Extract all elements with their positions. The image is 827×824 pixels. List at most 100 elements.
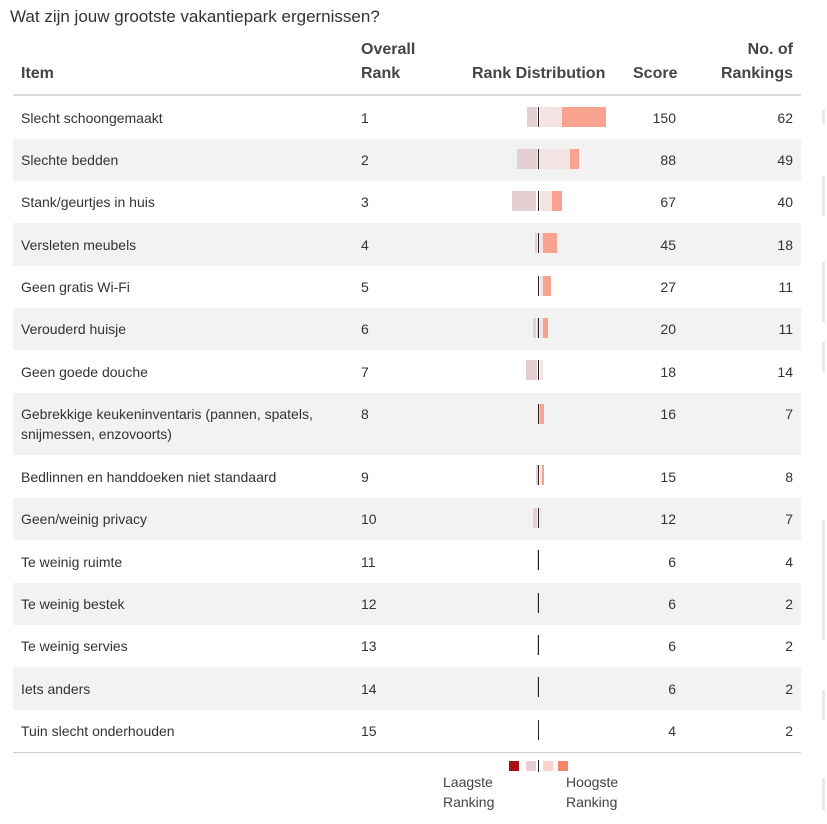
distribution-segment [540, 318, 543, 338]
rank-distribution-bar [13, 266, 801, 308]
item-label: Te weinig bestek [21, 596, 125, 612]
scrollbar-track-fragment[interactable] [822, 262, 825, 322]
distribution-segment [562, 107, 606, 127]
rankings-count-value: 4 [785, 554, 793, 570]
table-row[interactable]: Geen goede douche 7 18 14 [13, 350, 801, 393]
legend-swatch-high [543, 761, 553, 771]
table-row[interactable]: Verouderd huisje 6 20 11 [13, 308, 801, 350]
distribution-median-line [538, 720, 539, 740]
item-label: Slecht schoongemaakt [21, 110, 163, 126]
overall-rank-value: 2 [361, 152, 369, 168]
table-row[interactable]: Te weinig ruimte 11 6 4 [13, 540, 801, 583]
distribution-segment [543, 233, 557, 253]
distribution-segment [512, 191, 536, 211]
distribution-segment [533, 508, 537, 528]
rank-distribution-bar [13, 455, 801, 498]
item-label: Geen gratis Wi-Fi [21, 279, 130, 295]
overall-rank-value: 10 [361, 511, 377, 527]
distribution-median-line [538, 635, 539, 655]
score-value: 88 [660, 152, 676, 168]
scrollbar-track-fragment[interactable] [822, 342, 825, 372]
distribution-median-line [538, 318, 539, 338]
table-row[interactable]: Slecht schoongemaakt 1 150 62 [13, 97, 801, 139]
distribution-segment [537, 593, 538, 613]
scrollbar-track-fragment[interactable] [822, 110, 825, 124]
score-value: 15 [660, 469, 676, 485]
score-value: 67 [660, 194, 676, 210]
header-item[interactable]: Item [21, 65, 54, 82]
footer-divider [13, 752, 801, 753]
score-value: 20 [660, 321, 676, 337]
rankings-count-value: 7 [785, 511, 793, 527]
overall-rank-value: 9 [361, 469, 369, 485]
distribution-segment [543, 318, 548, 338]
item-label: Geen goede douche [21, 364, 148, 380]
table-row[interactable]: Stank/geurtjes in huis 3 67 40 [13, 181, 801, 223]
item-label: Tuin slecht onderhouden [21, 723, 175, 739]
distribution-segment [540, 191, 552, 211]
rankings-count-value: 2 [785, 596, 793, 612]
distribution-segment [552, 191, 562, 211]
overall-rank-value: 1 [361, 110, 369, 126]
score-value: 4 [668, 723, 676, 739]
distribution-segment [517, 149, 537, 169]
overall-rank-value: 8 [361, 406, 369, 422]
table-row[interactable]: Gebrekkige keukeninventaris (pannen, spa… [13, 393, 801, 455]
item-label: Slechte bedden [21, 152, 119, 168]
legend-swatch-lowest [509, 761, 519, 771]
distribution-segment [537, 635, 538, 655]
table-row[interactable]: Versleten meubels 4 45 18 [13, 223, 801, 266]
rank-distribution-bar [13, 139, 801, 181]
distribution-median-line [538, 550, 539, 570]
scrollbar-track-fragment[interactable] [822, 176, 825, 216]
distribution-segment [540, 360, 543, 380]
distribution-median-line [538, 107, 539, 127]
legend-median-line [538, 760, 539, 772]
header-divider [13, 94, 801, 96]
item-label: Te weinig ruimte [21, 554, 123, 570]
table-row[interactable]: Te weinig servies 13 6 2 [13, 625, 801, 667]
score-value: 18 [660, 364, 676, 380]
distribution-segment [526, 360, 537, 380]
distribution-segment [540, 508, 542, 528]
rankings-count-value: 14 [777, 364, 793, 380]
distribution-segment [538, 404, 540, 424]
distribution-segment [540, 233, 543, 253]
legend-swatch-highest [558, 761, 568, 771]
distribution-median-line [538, 276, 539, 296]
distribution-median-line [538, 593, 539, 613]
rank-distribution-bar [13, 540, 801, 583]
rank-distribution-bar [13, 223, 801, 266]
rank-distribution-bar [13, 393, 801, 455]
table-row[interactable]: Geen gratis Wi-Fi 5 27 11 [13, 266, 801, 308]
rankings-count-value: 11 [778, 279, 793, 295]
item-label: Stank/geurtjes in huis [21, 194, 155, 210]
score-value: 45 [660, 237, 676, 253]
table-row[interactable]: Tuin slecht onderhouden 15 4 2 [13, 710, 801, 752]
rankings-count-value: 2 [785, 638, 793, 654]
distribution-median-line [538, 677, 539, 697]
header-overall-rank[interactable]: Overall Rank [361, 41, 416, 82]
scrollbar-track-fragment[interactable] [822, 778, 825, 810]
header-score[interactable]: Score [633, 65, 678, 82]
distribution-segment [527, 107, 537, 127]
table-row[interactable]: Iets anders 14 6 2 [13, 667, 801, 710]
table-row[interactable]: Geen/weinig privacy 10 12 7 [13, 498, 801, 540]
distribution-segment [540, 465, 542, 485]
header-no-of-rankings[interactable]: No. of Rankings [720, 41, 793, 82]
table-row[interactable]: Te weinig bestek 12 6 2 [13, 583, 801, 625]
score-value: 6 [668, 596, 676, 612]
rank-distribution-bar [13, 350, 801, 393]
scrollbar-track-fragment[interactable] [822, 520, 825, 640]
scrollbar-track-fragment[interactable] [822, 690, 825, 720]
overall-rank-value: 7 [361, 364, 369, 380]
table-row[interactable]: Bedlinnen en handdoeken niet standaard 9 1… [13, 455, 801, 498]
distribution-segment [533, 318, 536, 338]
rank-distribution-bar [13, 181, 801, 223]
rankings-count-value: 62 [777, 110, 793, 126]
score-value: 27 [660, 279, 676, 295]
header-rank-distribution[interactable]: Rank Distribution [472, 65, 606, 82]
score-value: 150 [652, 110, 676, 126]
table-row[interactable]: Slechte bedden 2 88 49 [13, 139, 801, 181]
distribution-segment [537, 550, 538, 570]
